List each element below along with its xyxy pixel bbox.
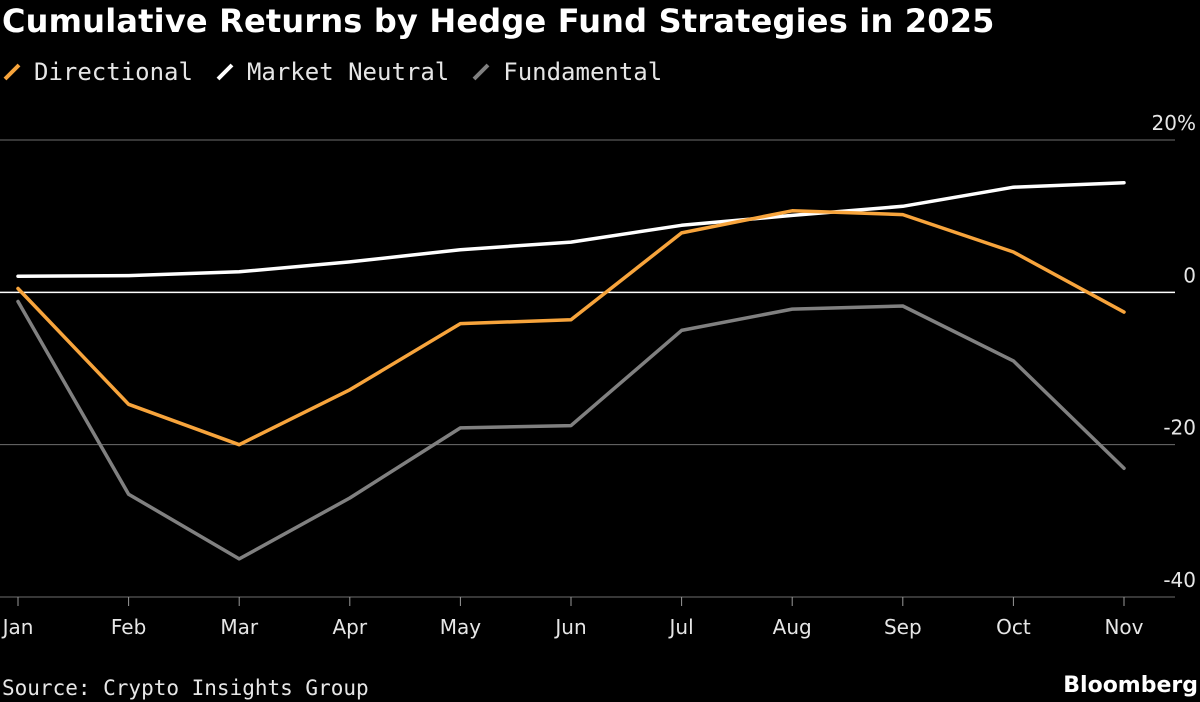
x-tick-label: Mar bbox=[220, 615, 259, 639]
legend-swatch-fundamental-icon bbox=[471, 62, 491, 82]
x-tick-label: Aug bbox=[773, 615, 812, 639]
source-note: Source: Crypto Insights Group bbox=[2, 676, 369, 700]
x-tick-label: Sep bbox=[884, 615, 922, 639]
legend: Directional Market Neutral Fundamental bbox=[2, 58, 684, 86]
brand-logo: Bloomberg bbox=[1063, 673, 1198, 698]
x-tick-label: Apr bbox=[332, 615, 367, 639]
chart-title: Cumulative Returns by Hedge Fund Strateg… bbox=[2, 2, 995, 40]
x-tick-label: Feb bbox=[111, 615, 146, 639]
x-tick-label: May bbox=[440, 615, 482, 639]
y-tick-label: 0 bbox=[1183, 263, 1196, 287]
legend-item-market-neutral: Market Neutral bbox=[215, 58, 449, 86]
y-tick-label: -20 bbox=[1163, 416, 1196, 440]
x-tick-label: Nov bbox=[1104, 615, 1143, 639]
x-tick-label: Jan bbox=[1, 615, 34, 639]
legend-label-fundamental: Fundamental bbox=[503, 58, 663, 86]
series-line-directional bbox=[16, 209, 1126, 447]
legend-label-directional: Directional bbox=[34, 58, 193, 86]
y-tick-label: -40 bbox=[1163, 568, 1196, 592]
y-tick-label: 20% bbox=[1152, 111, 1196, 135]
legend-swatch-market-neutral-icon bbox=[215, 62, 235, 82]
x-tick-label: Jun bbox=[553, 615, 586, 639]
x-tick-label: Oct bbox=[996, 615, 1031, 639]
series-line-market-neutral bbox=[16, 180, 1126, 279]
legend-swatch-directional-icon bbox=[2, 62, 22, 82]
series-line-fundamental bbox=[16, 299, 1126, 561]
x-tick-label: Jul bbox=[668, 615, 694, 639]
legend-item-directional: Directional bbox=[2, 58, 193, 86]
legend-label-market-neutral: Market Neutral bbox=[246, 58, 450, 86]
legend-item-fundamental: Fundamental bbox=[471, 58, 662, 86]
